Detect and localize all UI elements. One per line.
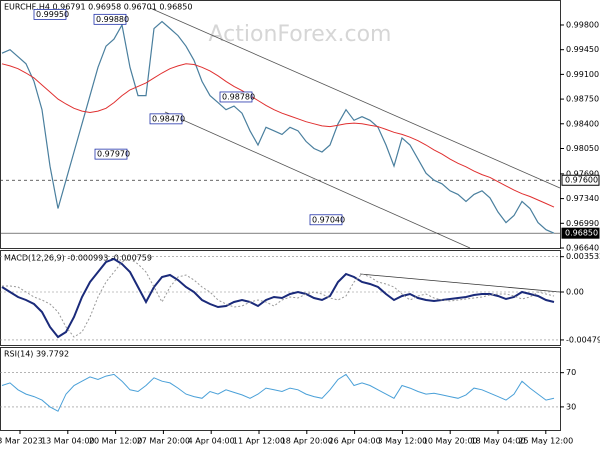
annotation-box [93, 13, 127, 25]
y-tick-label: 0.98050 [566, 144, 599, 153]
annotation-label: 0.99950 [36, 10, 69, 19]
x-tick-label: 3 Mar 2023 [0, 437, 43, 446]
annotation-label: 0.97970 [97, 150, 130, 159]
y-tick-label: 0.00 [566, 288, 584, 297]
panel-frame [0, 0, 561, 249]
watermark: ActionForex.com [209, 22, 392, 47]
annotation-box [309, 214, 343, 226]
trendline [149, 7, 561, 189]
panel-frame [0, 347, 561, 431]
x-tick-label: 18 Apr 20:00 [281, 437, 333, 446]
trendline [359, 273, 561, 293]
annotation-box [219, 91, 253, 103]
x-tick-label: 26 Apr 04:00 [329, 437, 381, 446]
series-line [1, 373, 555, 412]
annotation-box [94, 148, 128, 160]
series-line [1, 20, 555, 234]
annotation-label: 0.97040 [312, 215, 345, 224]
price-level-box [561, 174, 600, 186]
annotation-box [149, 113, 183, 125]
price-level-label: 0.96850 [565, 229, 598, 238]
annotation-label: 0.99880 [96, 15, 129, 24]
y-tick-label: 0.97340 [566, 194, 599, 203]
y-tick-label: 70 [566, 368, 576, 377]
trendline [164, 111, 471, 249]
series-line [2, 258, 555, 338]
y-tick-label: 0.98400 [566, 119, 599, 128]
rsi-title: RSI(14) 39.7792 [4, 350, 69, 359]
series-line [1, 257, 555, 339]
x-tick-label: 20 Mar 12:00 [89, 437, 142, 446]
chart-title: EURCHF,H4 0.96791 0.96958 0.96701 0.9685… [4, 3, 192, 12]
macd-title: MACD(12,26,9) -0.000993 -0.000759 [4, 254, 152, 263]
series-line [1, 63, 555, 208]
x-tick-label: 25 May 12:00 [518, 437, 573, 446]
y-tick-label: 0.96640 [566, 244, 599, 253]
y-tick-label: 0.96990 [566, 219, 599, 228]
y-tick-label: 0.003532 [566, 252, 600, 261]
x-tick-label: 13 Mar 04:00 [41, 437, 94, 446]
price-level-box [561, 227, 600, 239]
x-tick-label: 10 May 20:00 [423, 437, 478, 446]
price-level-label: 0.97600 [565, 176, 598, 185]
x-tick-label: 11 Apr 12:00 [233, 437, 285, 446]
x-tick-label: 4 Apr 04:00 [188, 437, 235, 446]
annotation-label: 0.98780 [222, 92, 255, 101]
y-tick-label: 0.99450 [566, 45, 599, 54]
panel-frame [0, 250, 561, 346]
y-tick-label: -0.004793 [566, 335, 600, 344]
y-tick-label: 0.97690 [566, 169, 599, 178]
y-tick-label: 30 [566, 402, 576, 411]
y-tick-label: 0.99800 [566, 20, 599, 29]
x-tick-label: 27 Mar 20:00 [137, 437, 190, 446]
annotation-label: 0.98470 [152, 114, 185, 123]
y-tick-label: 0.99100 [566, 70, 599, 79]
x-tick-label: 3 May 12:00 [378, 437, 428, 446]
annotation-box [33, 8, 67, 20]
x-tick-label: 18 May 04:00 [471, 437, 526, 446]
y-tick-label: 0.98750 [566, 95, 599, 104]
